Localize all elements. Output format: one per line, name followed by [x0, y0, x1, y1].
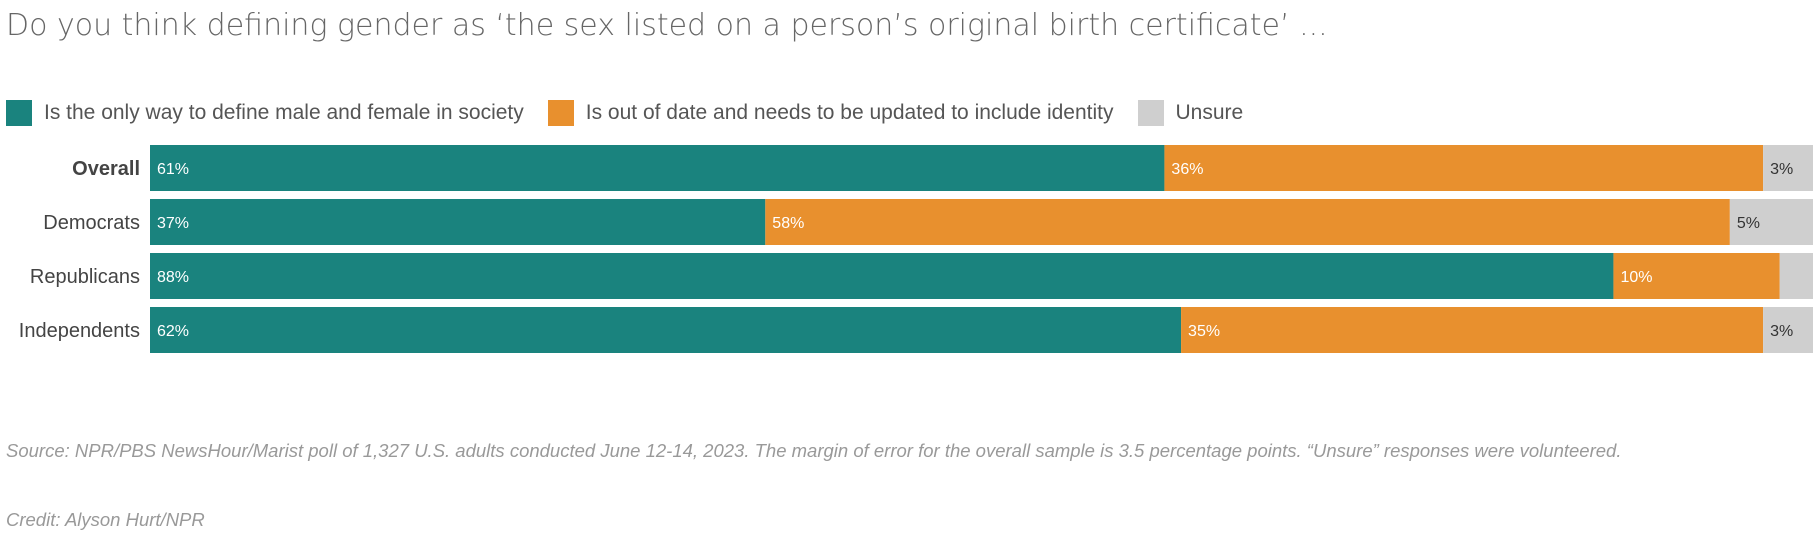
data-label-democrats-series-1: 58%	[772, 215, 804, 232]
data-label-independents-series-0: 62%	[157, 323, 189, 340]
data-label-republicans-series-1: 10%	[1620, 269, 1652, 286]
data-label-democrats-series-2: 5%	[1737, 215, 1760, 232]
bar-overall-series-1	[1164, 145, 1764, 191]
chart-title: Do you think defining gender as ‘the sex…	[6, 8, 1328, 43]
legend-label-unsure: Unsure	[1175, 101, 1244, 124]
data-label-republicans-series-0: 88%	[157, 269, 189, 286]
data-label-overall-series-2: 3%	[1770, 161, 1793, 178]
bar-republicans-series-2	[1779, 253, 1813, 299]
legend-item-out-of-date: Is out of date and needs to be updated t…	[547, 100, 1114, 126]
bar-overall-series-2	[1763, 145, 1813, 191]
bar-independents-series-1	[1181, 307, 1764, 353]
bar-republicans-series-0	[150, 253, 1614, 299]
data-label-independents-series-2: 3%	[1770, 323, 1793, 340]
legend-swatch-out-of-date	[547, 100, 574, 126]
bar-independents-series-0	[150, 307, 1182, 353]
bar-democrats-series-1	[765, 199, 1730, 245]
bar-democrats-series-0	[150, 199, 766, 245]
category-label-republicans: Republicans	[30, 266, 140, 288]
bar-republicans-series-1	[1613, 253, 1780, 299]
bar-overall-series-0	[150, 145, 1165, 191]
category-label-overall: Overall	[72, 158, 140, 180]
stacked-bar-chart: Overall 61% 36% 3% Democrats 37% 58% 5% Republic…	[19, 145, 1813, 353]
category-label-independents: Independents	[19, 320, 140, 342]
legend-swatch-only-way	[6, 100, 32, 126]
legend-item-only-way: Is the only way to define male and femal…	[6, 100, 524, 126]
data-label-overall-series-1: 36%	[1171, 161, 1203, 178]
data-label-democrats-series-0: 37%	[157, 215, 189, 232]
data-label-independents-series-1: 35%	[1188, 323, 1220, 340]
legend-label-out-of-date: Is out of date and needs to be updated t…	[585, 101, 1114, 124]
legend-item-unsure: Unsure	[1137, 100, 1244, 126]
legend-swatch-unsure	[1137, 100, 1164, 126]
bar-democrats-series-2	[1729, 199, 1813, 245]
data-label-overall-series-0: 61%	[157, 161, 189, 178]
legend-label-only-way: Is the only way to define male and femal…	[44, 101, 524, 124]
source-footnote: Source: NPR/PBS NewsHour/Marist poll of …	[6, 440, 1622, 461]
category-label-democrats: Democrats	[43, 212, 140, 234]
credit-line: Credit: Alyson Hurt/NPR	[6, 509, 205, 530]
bar-independents-series-2	[1763, 307, 1813, 353]
legend: Is the only way to define male and femal…	[6, 98, 1267, 128]
